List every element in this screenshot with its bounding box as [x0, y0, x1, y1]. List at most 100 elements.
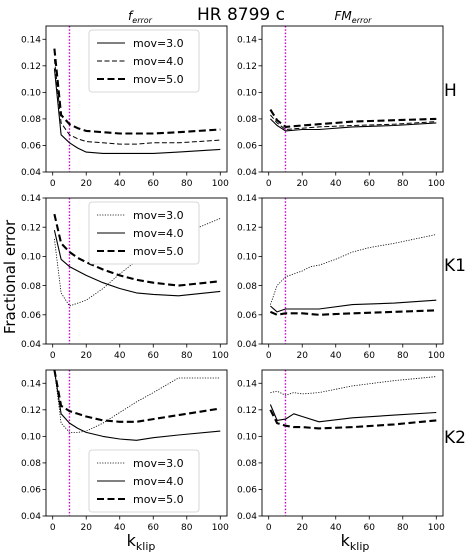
- x-tick-label: 0: [50, 179, 56, 189]
- x-tick-label: 20: [80, 179, 92, 189]
- column-title-f-error: ferror: [128, 9, 153, 25]
- y-tick-label: 0.04: [21, 168, 41, 178]
- series-line-series-2: [269, 409, 437, 430]
- legend-label: mov=3.0: [133, 209, 184, 222]
- y-tick-label: 0.14: [21, 194, 41, 204]
- y-tick-label: 0.12: [21, 223, 41, 233]
- y-tick-label: 0.06: [237, 142, 257, 152]
- legend-label: mov=4.0: [133, 475, 184, 488]
- series-line-mov-5-0: [53, 48, 221, 135]
- axes-frame: [45, 197, 228, 345]
- series-line-series-2: [269, 309, 437, 316]
- series-group: [53, 213, 221, 307]
- series-line-mov-4-0: [53, 229, 221, 297]
- x-tick-label: 60: [364, 179, 376, 189]
- series-line-series-1: [270, 299, 437, 313]
- axes-frame: [261, 369, 444, 517]
- x-tick-label: 40: [330, 179, 342, 189]
- figure-title: HR 8799 c: [197, 5, 285, 25]
- legend: mov=3.0 mov=4.0 mov=5.0: [88, 29, 200, 93]
- y-tick-label: 0.10: [21, 433, 41, 443]
- x-axis-label-left: kklip: [127, 531, 156, 553]
- row-label-k1: K1: [444, 256, 466, 276]
- panel-k2-f-error: 0 20 40 60 80 100 0.04 0.06 0.08 0.10 0.12 0.14 mov=…: [21, 369, 229, 533]
- series-line-mov-3-0: [53, 68, 221, 154]
- y-tick-label: 0.10: [237, 253, 257, 263]
- axes-frame: [261, 197, 444, 345]
- x-tick-label: 60: [364, 351, 376, 361]
- x-tick-label: 60: [364, 523, 376, 533]
- legend-label: mov=3.0: [133, 37, 184, 50]
- x-tick-label: 40: [330, 523, 342, 533]
- y-tick-label: 0.04: [21, 340, 41, 350]
- figure-title-group: HR 8799 c: [197, 5, 285, 25]
- y-tick-label: 0.08: [21, 459, 41, 469]
- y-tick-label: 0.10: [21, 253, 41, 263]
- series-line-series-1: [269, 404, 437, 423]
- series-line-series-1: [270, 114, 437, 130]
- x-tick-label: 40: [330, 351, 342, 361]
- series-line-mov-4-0: [53, 59, 221, 145]
- x-axis-label-right: kklip: [341, 531, 370, 553]
- series-group: [269, 376, 437, 430]
- y-tick-label: 0.04: [237, 512, 257, 522]
- y-tick-label: 0.08: [237, 459, 257, 469]
- y-tick-label: 0.08: [237, 282, 257, 292]
- column-title-fm-error: FMerror: [335, 9, 373, 25]
- axes-frame: [45, 25, 228, 173]
- x-tick-label: 20: [296, 523, 308, 533]
- y-tick-label: 0.14: [237, 194, 257, 204]
- x-tick-label: 80: [397, 351, 409, 361]
- x-tick-label: 80: [397, 523, 409, 533]
- legend-label: mov=5.0: [133, 245, 184, 258]
- legend: mov=3.0 mov=4.0 mov=5.0: [88, 449, 200, 513]
- panel-h-f-error: 0 20 40 60 80 100 0.04 0.06 0.08 0.10 0.12 0.14 mov=…: [21, 25, 229, 189]
- x-tick-label: 60: [148, 351, 160, 361]
- series-line-mov-3-0: [54, 370, 221, 433]
- x-tick-label: 100: [428, 179, 445, 189]
- series-line-series-0: [270, 118, 437, 132]
- y-tick-label: 0.06: [21, 311, 41, 321]
- series-group: [269, 109, 437, 132]
- row-label-k2: K2: [444, 428, 466, 448]
- x-tick-label: 100: [212, 179, 229, 189]
- legend-frame: [88, 29, 200, 93]
- row-label-h: H: [444, 81, 457, 101]
- x-tick-label: 100: [428, 351, 445, 361]
- series-line-series-0: [270, 234, 437, 305]
- series-line-mov-5-0: [53, 370, 221, 423]
- axes-frame: [261, 25, 444, 173]
- y-tick-label: 0.12: [21, 406, 41, 416]
- y-tick-label: 0.14: [237, 35, 257, 45]
- y-tick-label: 0.06: [21, 142, 41, 152]
- legend-frame: [88, 201, 200, 265]
- y-tick-label: 0.14: [237, 379, 257, 389]
- series-group: [53, 370, 221, 441]
- y-axis-label: Fractional error: [1, 219, 19, 334]
- panel-k1-f-error: 0 20 40 60 80 100 0.04 0.06 0.08 0.10 0.12 0.14 mov=…: [21, 194, 229, 361]
- y-tick-label: 0.14: [21, 35, 41, 45]
- y-tick-label: 0.10: [237, 89, 257, 99]
- x-tick-label: 80: [397, 179, 409, 189]
- x-tick-label: 100: [212, 351, 229, 361]
- x-tick-label: 0: [50, 523, 56, 533]
- panel-k1-fm-error: 0 20 40 60 80 100 0.04 0.06 0.08 0.10 0.12 0.14: [237, 194, 445, 361]
- y-tick-label: 0.06: [237, 311, 257, 321]
- series-line-mov-5-0: [53, 213, 221, 287]
- legend-label: mov=4.0: [133, 227, 184, 240]
- y-tick-label: 0.08: [237, 115, 257, 125]
- legend-label: mov=5.0: [133, 73, 184, 86]
- series-line-mov-4-0: [53, 370, 221, 441]
- y-tick-label: 0.10: [237, 433, 257, 443]
- x-tick-label: 40: [114, 523, 126, 533]
- x-tick-label: 0: [266, 179, 272, 189]
- x-tick-label: 0: [266, 351, 272, 361]
- y-tick-label: 0.14: [21, 379, 41, 389]
- x-tick-label: 40: [114, 179, 126, 189]
- x-tick-label: 60: [148, 179, 160, 189]
- x-tick-label: 20: [296, 179, 308, 189]
- y-tick-label: 0.12: [237, 223, 257, 233]
- panels: 0 20 40 60 80 100 0.04 0.06 0.08 0.10 0.12 0.14 mov=…: [21, 25, 445, 533]
- y-tick-label: 0.04: [237, 168, 257, 178]
- y-tick-label: 0.04: [237, 340, 257, 350]
